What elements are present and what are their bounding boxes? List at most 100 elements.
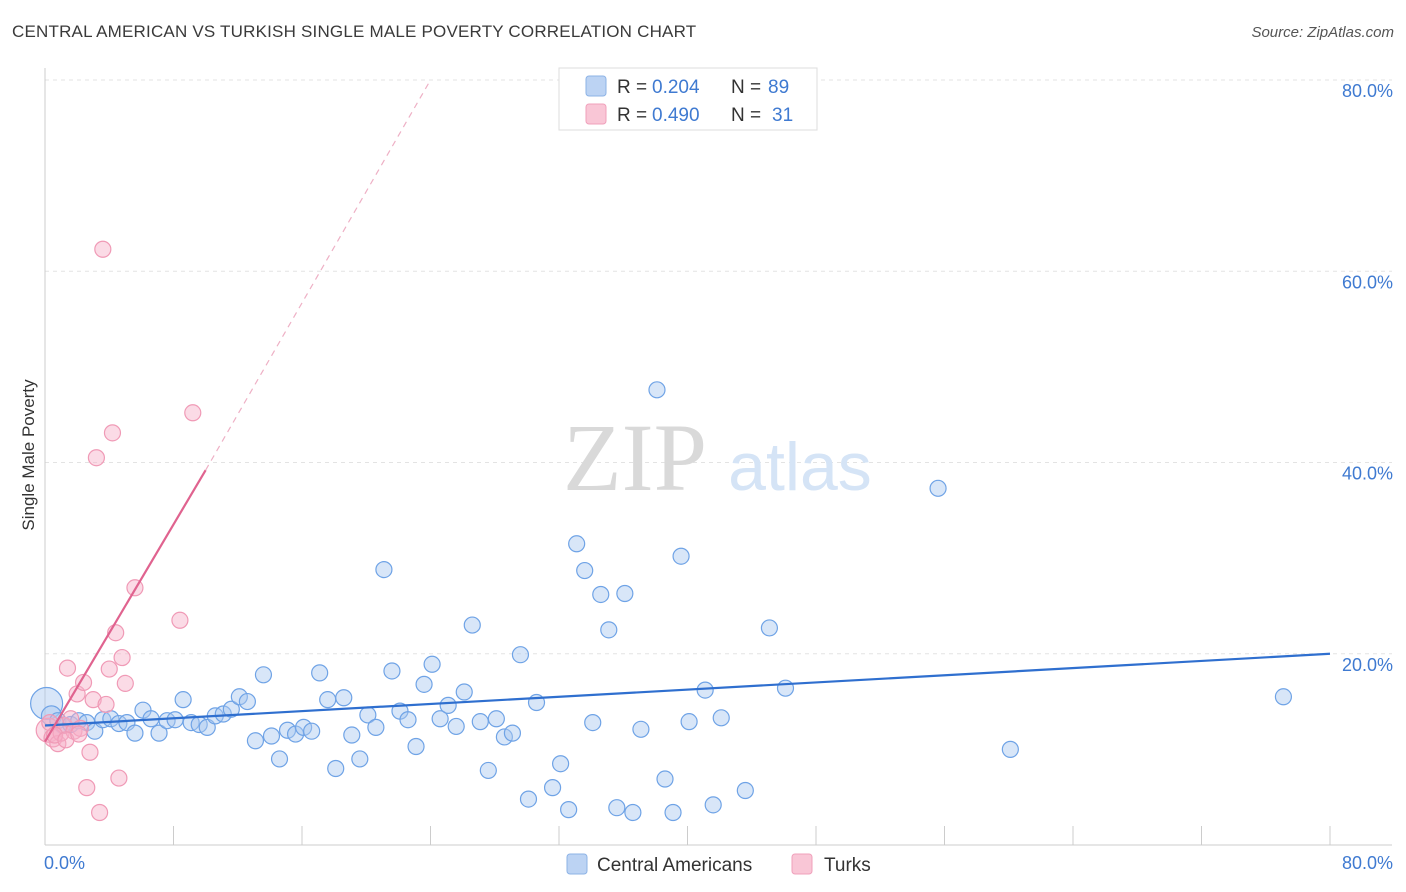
watermark-zip: ZIP	[563, 404, 707, 511]
data-point-central-americans-81	[704, 796, 722, 814]
data-point-central-americans-66	[568, 535, 586, 553]
data-point-central-americans-47	[407, 737, 425, 756]
data-point-central-americans-34	[303, 722, 321, 740]
data-point-turks-17	[97, 695, 115, 714]
legend-r-label-2: R =	[617, 105, 647, 126]
data-point-central-americans-44	[383, 662, 401, 680]
data-point-central-americans-24	[222, 700, 240, 718]
x-tick-label-1: 80.0%	[1342, 853, 1393, 873]
data-point-central-americans-56	[479, 761, 497, 780]
data-point-central-americans-74	[632, 720, 650, 738]
data-point-central-americans-58	[495, 728, 513, 746]
data-point-central-americans-75	[648, 381, 666, 399]
data-point-central-americans-33	[295, 718, 313, 736]
data-point-central-americans-43	[375, 560, 393, 579]
legend-r-value-1: 0.204	[652, 77, 700, 98]
series-central-americans	[30, 381, 1293, 822]
y-tick-label-2: 60.0%	[1342, 272, 1393, 292]
data-point-central-americans-48	[415, 675, 433, 693]
data-point-central-americans-84	[760, 619, 779, 637]
y-tick-label-0: 20.0%	[1342, 655, 1393, 675]
data-point-turks-30	[70, 725, 88, 743]
data-point-central-americans-77	[664, 803, 682, 822]
bottom-legend-label-turks: Turks	[824, 855, 871, 876]
data-point-turks-26	[184, 404, 202, 422]
data-point-central-americans-46	[399, 711, 417, 729]
data-point-central-americans-63	[543, 779, 562, 797]
data-point-central-americans-29	[262, 727, 281, 745]
data-point-central-americans-28	[254, 666, 273, 684]
data-point-turks-11	[78, 779, 96, 797]
data-point-central-americans-87	[1001, 740, 1019, 758]
data-point-central-americans-15	[150, 724, 168, 742]
bottom-legend-label-central-americans: Central Americans	[597, 855, 752, 876]
data-point-turks-23	[116, 674, 134, 692]
data-point-central-americans-25	[230, 688, 248, 706]
data-point-central-americans-80	[696, 681, 714, 699]
data-point-turks-21	[110, 769, 128, 787]
data-point-turks-25	[171, 611, 189, 629]
trend-line-central-americans	[44, 652, 1331, 727]
trend-lines	[44, 79, 1331, 743]
data-point-central-americans-73	[624, 803, 642, 822]
data-point-central-americans-35	[311, 664, 329, 682]
data-point-central-americans-40	[351, 750, 369, 768]
x-tick-label-0: 0.0%	[44, 853, 85, 873]
data-point-turks-22	[113, 648, 131, 667]
data-point-central-americans-78	[672, 547, 690, 565]
tick-labels: 20.0% 40.0% 60.0% 80.0% 0.0% 80.0%	[44, 81, 1393, 873]
y-axis-label: Single Male Poverty	[19, 379, 38, 531]
data-point-central-americans-57	[487, 710, 505, 728]
data-point-turks-15	[91, 803, 109, 822]
data-point-central-americans-39	[343, 726, 361, 744]
data-point-central-americans-54	[463, 616, 481, 634]
data-point-central-americans-86	[929, 479, 947, 497]
bottom-legend: Central Americans Turks	[566, 853, 871, 876]
y-tick-label-3: 80.0%	[1342, 81, 1393, 101]
data-point-central-americans-12	[126, 724, 144, 742]
data-point-central-americans-37	[327, 759, 345, 778]
legend-r-value-2: 0.490	[652, 105, 700, 126]
legend-n-label-2: N =	[731, 105, 761, 126]
y-tick-label-1: 40.0%	[1342, 464, 1393, 484]
trend-line-turks	[44, 469, 207, 743]
axes	[44, 68, 1392, 846]
data-point-central-americans-17	[166, 711, 184, 729]
series-turks	[35, 240, 202, 822]
data-point-central-americans-64	[552, 755, 570, 773]
data-point-central-americans-26	[238, 692, 256, 711]
data-point-central-americans-72	[616, 584, 634, 603]
data-point-central-americans-50	[431, 710, 449, 728]
data-point-central-americans-38	[335, 689, 353, 707]
data-point-central-americans-67	[576, 561, 594, 580]
trend-line-turks-extension	[205, 79, 432, 471]
data-point-central-americans-70	[600, 621, 618, 639]
grid-lines	[45, 79, 1392, 655]
data-point-central-americans-61	[519, 790, 538, 808]
bottom-legend-swatch-pink	[791, 853, 813, 875]
watermark-atlas: atlas	[728, 429, 872, 505]
data-point-turks-19	[103, 424, 122, 442]
chart-source: Source: ZipAtlas.com	[1251, 24, 1394, 41]
legend-swatch-blue	[585, 75, 607, 97]
data-point-central-americans-85	[776, 679, 795, 697]
data-point-central-americans-60	[511, 646, 530, 664]
bottom-legend-swatch-blue	[566, 853, 588, 875]
data-point-central-americans-0	[30, 686, 64, 721]
data-point-central-americans-59	[503, 724, 522, 742]
data-point-central-americans-71	[608, 799, 626, 817]
data-point-central-americans-18	[174, 691, 192, 709]
data-point-central-americans-88	[1274, 688, 1293, 706]
legend-swatch-pink	[585, 103, 607, 125]
data-point-central-americans-42	[367, 718, 385, 736]
data-point-central-americans-36	[319, 691, 337, 709]
data-point-turks-18	[100, 660, 118, 678]
data-point-central-americans-51	[439, 696, 457, 714]
data-point-turks-5	[58, 659, 77, 677]
legend-r-label-1: R =	[617, 77, 647, 98]
data-point-central-americans-65	[560, 801, 578, 819]
data-point-central-americans-52	[447, 717, 465, 736]
data-point-central-americans-30	[270, 750, 289, 768]
legend-n-label-1: N =	[731, 77, 761, 98]
